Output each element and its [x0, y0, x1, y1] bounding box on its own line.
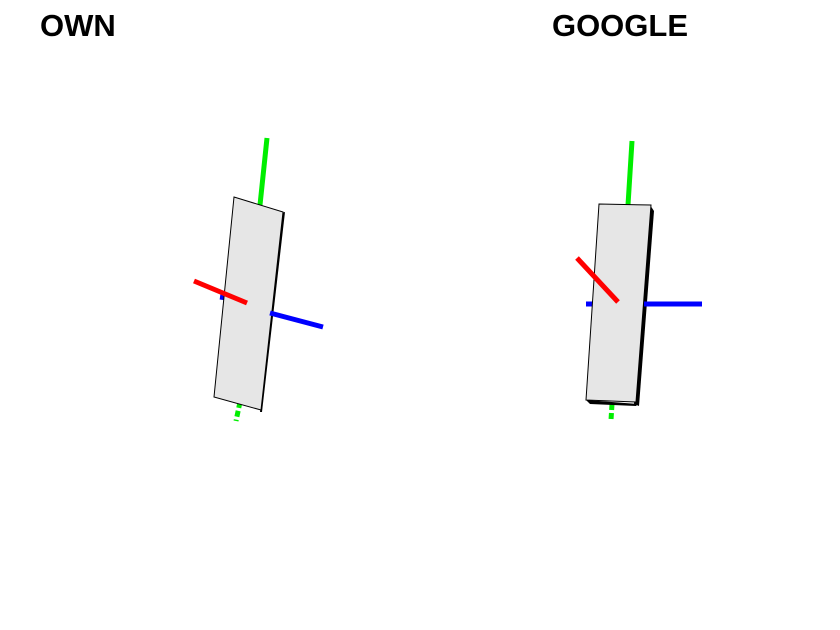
orientation-view-google — [420, 0, 840, 630]
panel-google: GOOGLE — [420, 0, 840, 630]
z-axis-line — [270, 313, 323, 327]
y-axis-line — [628, 141, 632, 205]
y-axis-lower-line — [236, 402, 240, 421]
panel-own: OWN — [0, 0, 420, 630]
box-face — [214, 197, 283, 410]
orientation-view-own — [0, 0, 420, 630]
y-axis-line — [260, 138, 267, 205]
y-axis-lower-line — [611, 404, 612, 420]
